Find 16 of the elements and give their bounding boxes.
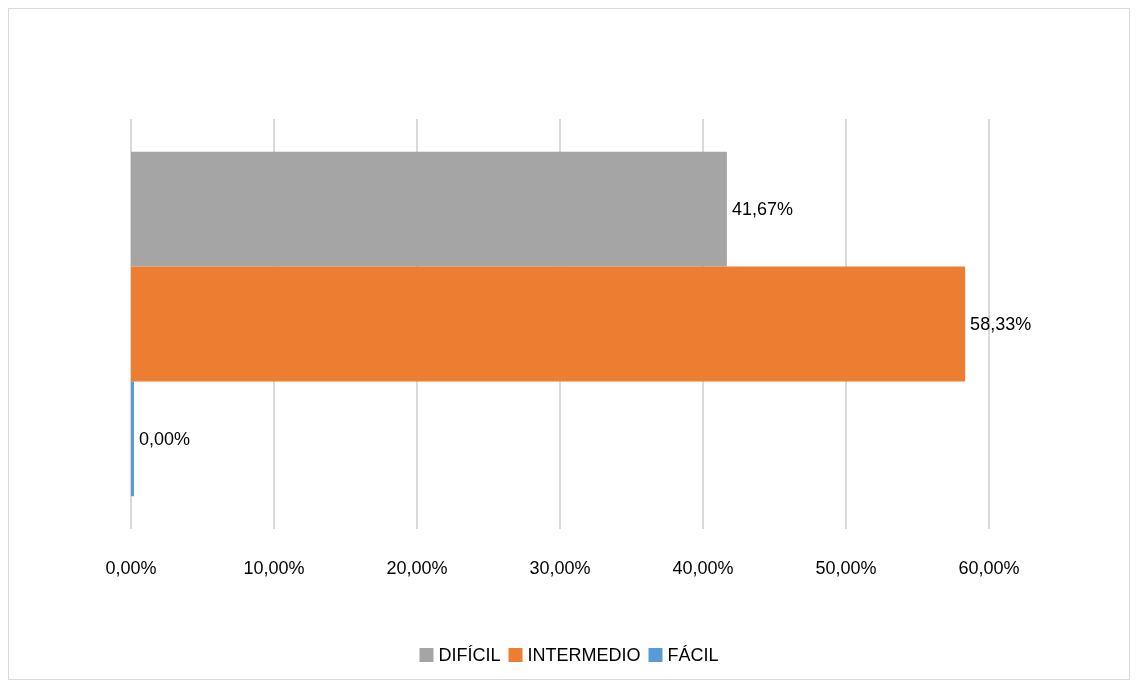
x-tick-label: 30,00%: [529, 558, 591, 578]
legend-label: FÁCIL: [667, 645, 719, 665]
legend-label: DIFÍCIL: [438, 645, 501, 665]
bar: [131, 266, 966, 382]
bar: [131, 381, 134, 497]
x-tick-label: 20,00%: [386, 558, 448, 578]
data-label: 58,33%: [970, 314, 1032, 334]
x-tick-label: 40,00%: [672, 558, 734, 578]
x-tick-label: 60,00%: [958, 558, 1020, 578]
bar: [131, 151, 727, 267]
x-tick-label: 0,00%: [105, 558, 157, 578]
x-tick-label: 10,00%: [243, 558, 305, 578]
x-tick-label: 50,00%: [815, 558, 877, 578]
legend-label: INTERMEDIO: [527, 645, 641, 665]
data-label: 0,00%: [139, 428, 191, 449]
data-label: 41,67%: [731, 199, 793, 220]
